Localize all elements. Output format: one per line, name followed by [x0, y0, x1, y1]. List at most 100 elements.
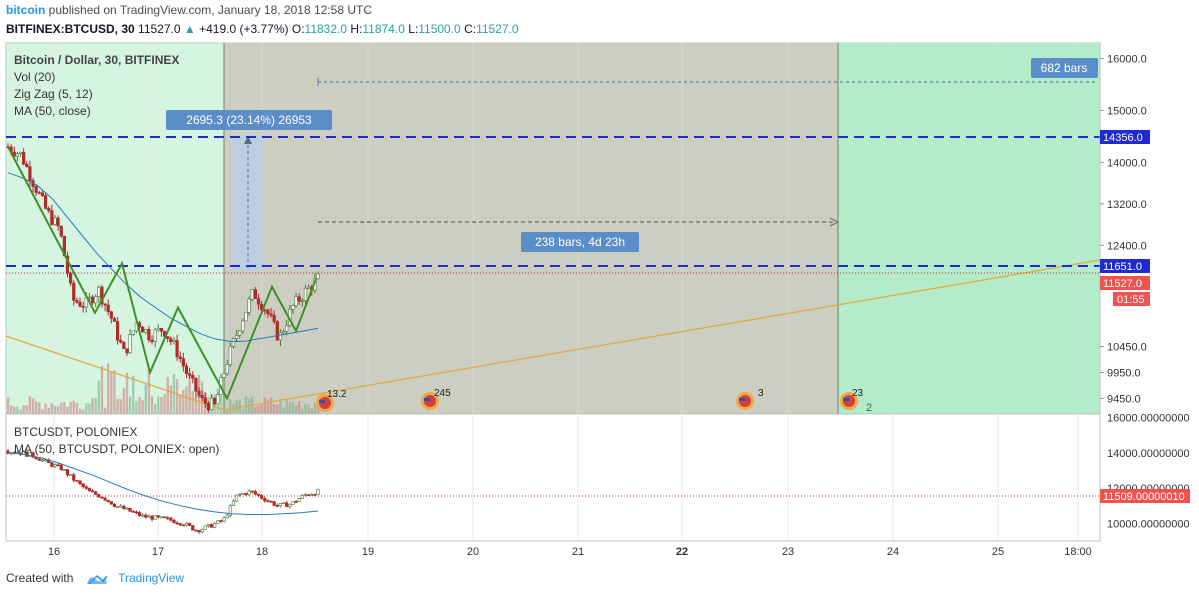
sub-legend-title[interactable]: BTCUSDT, POLONIEX [14, 425, 138, 439]
high-label: H: [350, 22, 363, 36]
close-label: C: [464, 22, 477, 36]
chart-canvas[interactable]: 16000.0 15000.0 14000.0 13200.0 12400.0 10450… [0, 0, 1199, 565]
volume-bar [81, 409, 85, 414]
legend-zigzag[interactable]: Zig Zag (5, 12) [14, 87, 93, 101]
volume-bar [244, 396, 248, 414]
event-flag-3-label: 3 [758, 388, 764, 399]
volume-bar [22, 405, 25, 414]
event-flag-1[interactable]: 13.2 [316, 389, 347, 412]
sub-candle [181, 524, 185, 527]
event-flag-3[interactable]: 3 [736, 388, 764, 410]
price-range-label[interactable]: 2695.3 (23.14%) 26953 [166, 110, 332, 130]
volume-bar [150, 396, 154, 414]
author-link[interactable]: bitcoin [6, 3, 46, 17]
main-candle [103, 303, 107, 306]
sub-candle [84, 486, 88, 489]
main-candle [72, 282, 76, 301]
volume-bar [69, 401, 72, 414]
main-candle [50, 210, 54, 225]
volume-bar [316, 406, 320, 414]
event-flag-4[interactable]: 23 2 [840, 388, 872, 414]
volume-bar [272, 404, 276, 414]
volume-bar [219, 392, 223, 414]
sub-candle [37, 458, 41, 461]
main-candle [159, 327, 164, 332]
sub-candle [272, 501, 276, 506]
main-candle [175, 340, 179, 358]
main-candle [228, 346, 232, 365]
volume-bar [232, 403, 235, 414]
volume-bar [191, 391, 194, 414]
volume-bar [141, 400, 144, 414]
sub-candle [43, 459, 48, 462]
main-candle [87, 296, 92, 299]
sub-candle [206, 524, 211, 527]
main-candle [291, 305, 295, 310]
sub-ma-line [7, 452, 319, 515]
sub-candle [75, 480, 79, 482]
sub-candle [281, 502, 286, 505]
created-with-text: Created with [6, 571, 74, 585]
bars-682-label[interactable]: 682 bars [1031, 58, 1098, 78]
sub-candle [169, 517, 173, 521]
main-candle [28, 166, 32, 181]
legend-ma[interactable]: MA (50, close) [14, 104, 91, 118]
sub-candle [291, 501, 295, 505]
legend-vol[interactable]: Vol (20) [14, 70, 56, 84]
sub-candle [300, 495, 304, 499]
price-change: +419.0 (+3.77%) [199, 22, 289, 36]
main-candle [231, 338, 236, 347]
tradingview-logo-icon [86, 574, 108, 585]
volume-bar [276, 404, 279, 414]
sub-candle [250, 490, 254, 493]
volume-bar [313, 402, 317, 414]
event-flag-4-label: 23 [852, 388, 864, 399]
main-candle [300, 300, 304, 302]
main-candle [281, 331, 286, 334]
sub-candle [234, 494, 239, 502]
main-candle [181, 358, 185, 367]
main-candle [294, 296, 298, 306]
volume-bar [147, 369, 151, 414]
main-legend-title[interactable]: Bitcoin / Dollar, 30, BITFINEX [14, 53, 180, 67]
main-candle [153, 329, 157, 342]
main-candle [253, 289, 257, 299]
main-candle [115, 321, 120, 341]
main-candle [25, 163, 29, 168]
bars-range-label[interactable]: 238 bars, 4d 23h [521, 232, 639, 252]
sub-candle [122, 505, 126, 510]
main-candle [47, 208, 51, 212]
main-candle [303, 288, 308, 301]
badge-sub-last-text: 11509.00000010 [1103, 491, 1185, 503]
open-value: 11832.0 [304, 22, 348, 36]
sub-candle [162, 516, 167, 519]
sub-candle [97, 494, 101, 498]
sub-candle [112, 503, 117, 507]
main-candle [256, 298, 261, 305]
sub-y-tick-label: 10000.00000000 [1107, 518, 1190, 530]
main-candle [22, 151, 26, 165]
event-flag-2[interactable]: 245 [421, 388, 451, 410]
main-candle [37, 192, 41, 194]
volume-bar [235, 400, 238, 414]
main-candle [216, 394, 220, 405]
y-tick-label: 13200.0 [1107, 199, 1147, 211]
main-candle [206, 402, 211, 411]
volume-bar [153, 403, 157, 414]
main-candle [275, 321, 279, 341]
main-candle [15, 153, 19, 157]
sub-candle [106, 499, 110, 502]
volume-bar [169, 385, 173, 414]
sub-legend-ma[interactable]: MA (50, BTCUSDT, POLONIEX: open) [14, 442, 220, 456]
main-candle [122, 341, 126, 350]
sub-candle [294, 501, 298, 503]
price-range-text: 2695.3 (23.14%) 26953 [186, 113, 312, 127]
sub-candle [56, 464, 60, 467]
main-candle [109, 311, 113, 319]
sub-candle [115, 506, 120, 508]
sub-candle [178, 523, 182, 526]
ticker-symbol[interactable]: BITFINEX:BTCUSD, 30 [6, 22, 135, 36]
tradingview-link[interactable]: TradingView [118, 571, 185, 585]
volume-bar [241, 408, 245, 414]
y-tick-label: 16000.0 [1107, 54, 1147, 66]
